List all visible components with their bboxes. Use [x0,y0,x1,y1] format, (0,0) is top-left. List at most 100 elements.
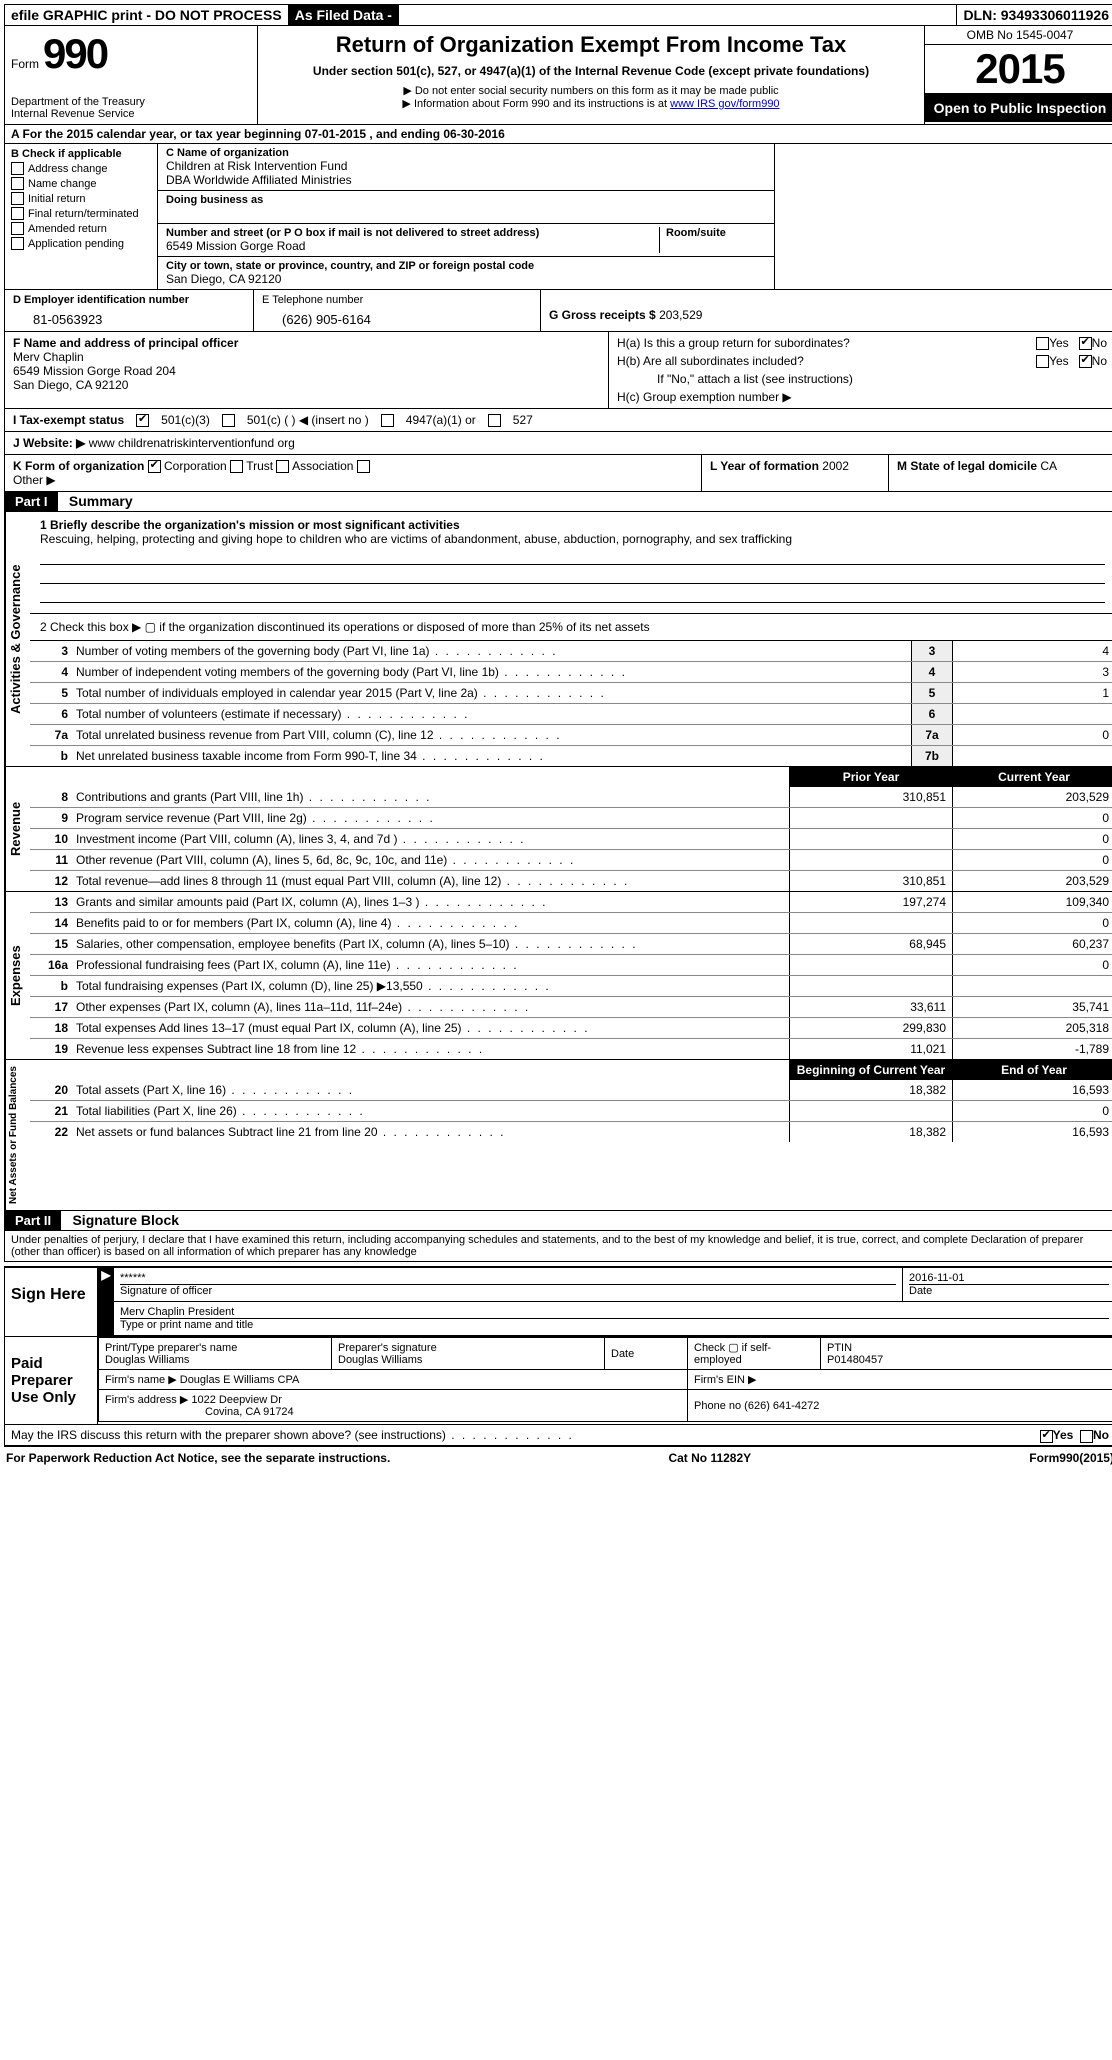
line-3: 3Number of voting members of the governi… [30,641,1112,661]
discuss-yes[interactable] [1040,1430,1053,1443]
section-net-assets: Net Assets or Fund Balances Beginning of… [4,1060,1112,1211]
dept-treasury: Department of the Treasury [11,96,251,108]
form-title: Return of Organization Exempt From Incom… [264,32,918,58]
org-dba: DBA Worldwide Affiliated Ministries [166,173,766,187]
sig-date: 2016-11-01 [909,1272,1109,1284]
line-17: 17Other expenses (Part IX, column (A), l… [30,996,1112,1017]
row-klm: K Form of organization Corporation Trust… [4,455,1112,492]
dept-irs: Internal Revenue Service [11,108,251,120]
org-city: San Diego, CA 92120 [166,272,766,286]
chk-4947[interactable] [381,414,394,427]
line-7a: 7aTotal unrelated business revenue from … [30,724,1112,745]
line-21: 21Total liabilities (Part X, line 26)0 [30,1100,1112,1121]
line-18: 18Total expenses Add lines 13–17 (must e… [30,1017,1112,1038]
line-22: 22Net assets or fund balances Subtract l… [30,1121,1112,1142]
chk-pending[interactable] [11,237,24,250]
chk-final[interactable] [11,207,24,220]
section-revenue: Revenue Prior Year Current Year 8Contrib… [4,767,1112,892]
line-14: 14Benefits paid to or for members (Part … [30,912,1112,933]
dln-cell: DLN: 93493306011926 [957,5,1112,25]
line-13: 13Grants and similar amounts paid (Part … [30,892,1112,912]
line-16a: 16aProfessional fundraising fees (Part I… [30,954,1112,975]
box-c: C Name of organization Children at Risk … [158,144,774,289]
part2-header: Part II [5,1211,61,1230]
section-expenses: Expenses 13Grants and similar amounts pa… [4,892,1112,1060]
ptin: P01480457 [827,1354,1108,1366]
form-word: Form [11,57,39,71]
hb-yes[interactable] [1036,355,1049,368]
line-15: 15Salaries, other compensation, employee… [30,933,1112,954]
line-8: 8Contributions and grants (Part VIII, li… [30,787,1112,807]
line-19: 19Revenue less expenses Subtract line 18… [30,1038,1112,1059]
form-number: 990 [43,30,107,78]
chk-501c3[interactable] [136,414,149,427]
officer-name: Merv Chaplin [13,350,600,364]
signature-block: Sign Here ▶ ****** Signature of officer … [4,1266,1112,1446]
part1-header: Part I [5,492,58,511]
row-i: I Tax-exempt status 501(c)(3) 501(c) ( )… [4,409,1112,432]
row-a-tax-year: A For the 2015 calendar year, or tax yea… [4,125,1112,144]
org-name: Children at Risk Intervention Fund [166,159,766,173]
box-b: B Check if applicable Address change Nam… [5,144,158,289]
line-6: 6Total number of volunteers (estimate if… [30,703,1112,724]
hb-no[interactable] [1079,355,1092,368]
firm-phone: (626) 641-4272 [744,1400,819,1412]
asfiled-label: As Filed Data - [289,5,399,25]
irs-link[interactable]: www IRS gov/form990 [670,98,779,110]
row-deg: D Employer identification number 81-0563… [4,290,1112,332]
state-domicile: CA [1040,459,1057,473]
ha-no[interactable] [1079,337,1092,350]
discuss-no[interactable] [1080,1430,1093,1443]
mission-text: Rescuing, helping, protecting and giving… [40,532,1105,546]
tax-year: 2015 [925,45,1112,94]
telephone: (626) 905-6164 [262,306,532,327]
part1-title: Summary [61,493,133,509]
org-address: 6549 Mission Gorge Road [166,239,659,253]
chk-trust[interactable] [230,460,243,473]
ha-yes[interactable] [1036,337,1049,350]
chk-address[interactable] [11,162,24,175]
line-2: 2 Check this box ▶ ▢ if the organization… [30,614,1112,641]
section-activities-governance: Activities & Governance 1 Briefly descri… [4,512,1112,767]
public-inspection: Open to Public Inspection [925,94,1112,122]
website: www childrenatriskinterventionfund org [89,436,295,450]
line-4: 4Number of independent voting members of… [30,661,1112,682]
line-20: 20Total assets (Part X, line 16)18,38216… [30,1080,1112,1100]
part2-title: Signature Block [64,1212,179,1228]
gross-receipts: 203,529 [659,308,702,322]
line-11: 11Other revenue (Part VIII, column (A), … [30,849,1112,870]
line-10: 10Investment income (Part VIII, column (… [30,828,1112,849]
chk-501c[interactable] [222,414,235,427]
chk-initial[interactable] [11,192,24,205]
line-b: bTotal fundraising expenses (Part IX, co… [30,975,1112,996]
line-b: bNet unrelated business taxable income f… [30,745,1112,766]
omb-number: OMB No 1545-0047 [925,26,1112,45]
chk-corp[interactable] [148,460,161,473]
line-9: 9Program service revenue (Part VIII, lin… [30,807,1112,828]
discuss-row: May the IRS discuss this return with the… [5,1424,1112,1445]
year-formation: 2002 [822,459,849,473]
line-5: 5Total number of individuals employed in… [30,682,1112,703]
efile-label: efile GRAPHIC print - DO NOT PROCESS [5,5,289,25]
ein: 81-0563923 [13,306,245,327]
firm-name: Douglas E Williams CPA [180,1374,300,1386]
chk-name[interactable] [11,177,24,190]
preparer-table: Print/Type preparer's nameDouglas Willia… [98,1337,1112,1422]
row-j: J Website: ▶ www childrenatriskintervent… [4,432,1112,455]
chk-527[interactable] [488,414,501,427]
line-12: 12Total revenue—add lines 8 through 11 (… [30,870,1112,891]
page-footer: For Paperwork Reduction Act Notice, see … [4,1446,1112,1469]
chk-amended[interactable] [11,222,24,235]
perjury-declaration: Under penalties of perjury, I declare th… [4,1231,1112,1262]
row-fh: F Name and address of principal officer … [4,332,1112,409]
top-bar: efile GRAPHIC print - DO NOT PROCESS As … [4,4,1112,26]
note-info: ▶ Information about Form 990 and its ins… [264,97,918,110]
officer-name-title: Merv Chaplin President [120,1306,1109,1318]
note-ssn: ▶ Do not enter social security numbers o… [264,84,918,97]
chk-assoc[interactable] [276,460,289,473]
block-bc: B Check if applicable Address change Nam… [4,144,1112,290]
form-subtitle: Under section 501(c), 527, or 4947(a)(1)… [264,64,918,78]
preparer-name: Douglas Williams [105,1354,325,1366]
chk-other[interactable] [357,460,370,473]
form-header: Form 990 Department of the Treasury Inte… [4,26,1112,125]
